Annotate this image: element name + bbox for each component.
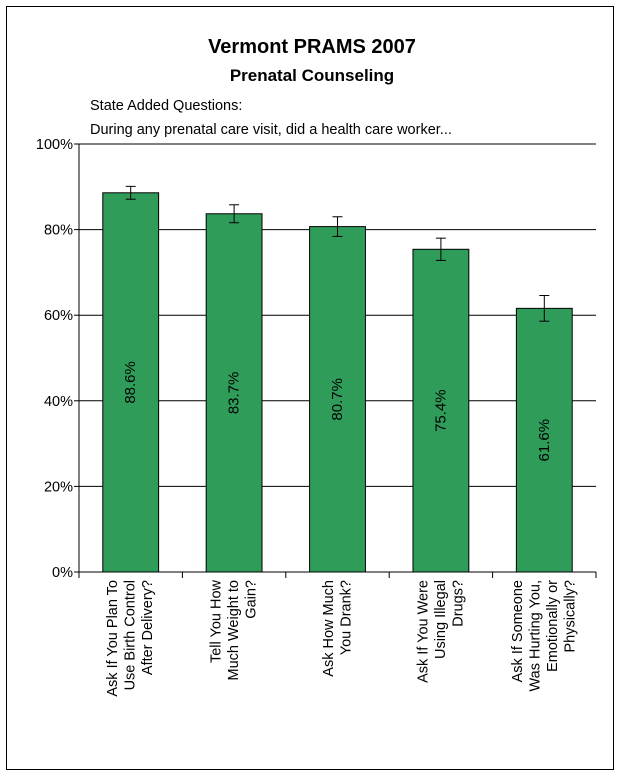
data-label-5: 61.6%	[536, 419, 553, 462]
x-category-label-line: Tell You How	[209, 579, 225, 663]
chart-annotation-2: During any prenatal care visit, did a he…	[90, 122, 452, 138]
x-category-label-line: Ask If You Plan To	[105, 580, 121, 697]
data-label-1: 88.6%	[122, 361, 139, 404]
y-tick-label: 20%	[44, 479, 73, 495]
bar-1	[102, 192, 160, 573]
data-label-2: 83.7%	[226, 372, 243, 415]
y-tick-label: 0%	[52, 565, 73, 581]
y-tick-label: 100%	[36, 137, 73, 153]
x-category-label-line: Use Birth Control	[123, 580, 139, 690]
bar-5	[515, 307, 573, 573]
chart-annotation-1: State Added Questions:	[90, 98, 242, 114]
x-category-label-line: Much Weight to	[226, 580, 242, 680]
x-category-label-line: Using Illegal	[433, 580, 449, 659]
x-category-label-line: Emotionally or	[545, 580, 561, 672]
bar-4	[412, 248, 470, 573]
x-category-label-line: Was Hurting You,	[528, 580, 544, 692]
plot-area: 0% 20% 40% 60% 80% 100% 88.6% Ask If You Plan T…	[36, 137, 597, 697]
data-label-3: 80.7%	[329, 378, 346, 421]
x-category-label-line: Gain?	[244, 580, 260, 619]
y-tick-label: 60%	[44, 308, 73, 324]
y-tick-label: 80%	[44, 223, 73, 239]
x-category-label-line: Physically?	[563, 580, 579, 653]
x-category-label-line: Ask How Much	[321, 580, 337, 677]
chart-subtitle: Prenatal Counseling	[230, 66, 394, 85]
x-category-label-line: Drugs?	[450, 580, 466, 627]
x-category-label-line: After Delivery?	[140, 580, 156, 675]
x-category-label-line: Ask If You Were	[415, 580, 431, 683]
x-category-label-line: You Drank?	[338, 580, 354, 655]
data-label-4: 75.4%	[432, 389, 449, 432]
bar-3	[309, 226, 366, 573]
y-tick-label: 40%	[44, 394, 73, 410]
x-category-label-line: Ask If Someone	[510, 580, 526, 682]
chart-title: Vermont PRAMS 2007	[208, 36, 416, 58]
bar-2	[205, 213, 263, 573]
